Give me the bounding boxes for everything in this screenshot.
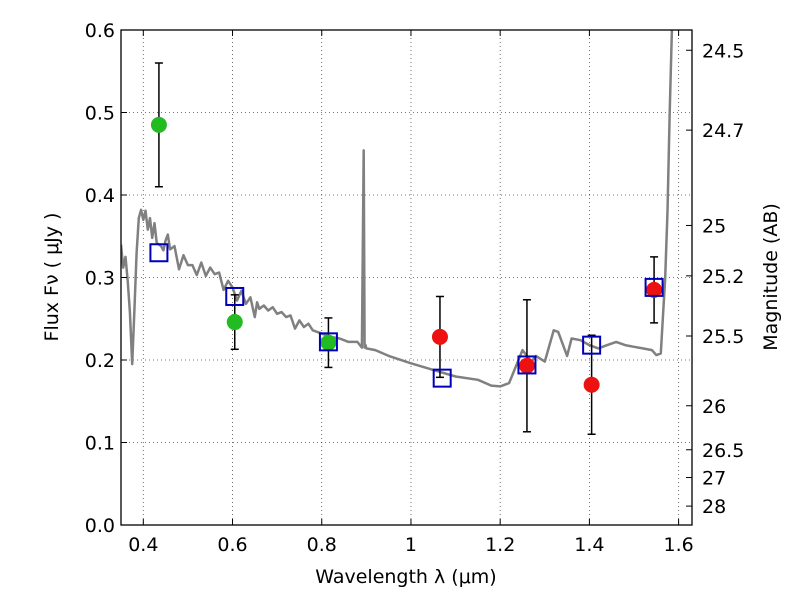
grid-lines — [121, 29, 692, 526]
y-axis-label: Flux Fν ( μJy ) — [41, 213, 63, 342]
x-axis-label: Wavelength λ (μm) — [315, 566, 496, 588]
model-band-point — [582, 335, 602, 355]
y2-tick-label: 26 — [702, 396, 726, 418]
error-bars — [154, 62, 659, 435]
data-point — [226, 314, 243, 331]
model-band-point — [517, 355, 537, 375]
plot-frame — [120, 29, 693, 526]
model-spectrum-line — [121, 30, 674, 388]
y2-tick-label: 26.5 — [702, 440, 744, 462]
y2-tick-label: 27 — [702, 468, 726, 490]
data-point — [583, 376, 600, 393]
model-band-point — [149, 243, 169, 263]
model-band-point — [225, 286, 245, 306]
y-tick-label: 0.3 — [85, 268, 115, 290]
data-point — [320, 334, 337, 351]
x-tick-label: 0.6 — [217, 534, 247, 556]
y-tick-label: 0.2 — [85, 350, 115, 372]
x-tick-label: 1.2 — [485, 534, 515, 556]
y-tick-label: 0.5 — [85, 103, 115, 125]
y-tick-label: 0.1 — [85, 433, 115, 455]
x-tick-label: 0.4 — [128, 534, 158, 556]
x-tick-label: 1.6 — [664, 534, 694, 556]
model-band-point — [318, 332, 338, 352]
model-band-point — [644, 277, 664, 297]
y2-axis-label: Magnitude (AB) — [760, 203, 782, 351]
y-tick-label: 0.6 — [85, 20, 115, 42]
y2-tick-label: 24.7 — [702, 120, 744, 142]
x-tick-label: 1 — [405, 534, 417, 556]
data-point — [431, 328, 448, 345]
y2-tick-label: 28 — [702, 496, 726, 518]
axis-ticks: 0.4 0.6 0.8 1 1.2 1.4 1.6 0.0 0.1 0.2 0.3 0.4 0.5 0.6… — [85, 20, 745, 556]
data-point — [150, 116, 167, 133]
y2-tick-label: 25.5 — [702, 326, 744, 348]
axes-frame — [120, 29, 693, 526]
model-spectrum — [121, 30, 674, 388]
y2-tick-label: 25 — [702, 215, 726, 237]
model-band-point — [432, 368, 452, 388]
x-tick-label: 1.4 — [574, 534, 604, 556]
y2-tick-label: 25.2 — [702, 266, 744, 288]
data-point — [646, 281, 663, 298]
data-point — [518, 357, 535, 374]
data-points — [149, 116, 664, 393]
x-tick-label: 0.8 — [307, 534, 337, 556]
y2-tick-label: 24.5 — [702, 40, 744, 62]
y-tick-label: 0.0 — [85, 515, 115, 537]
y-tick-label: 0.4 — [85, 185, 115, 207]
